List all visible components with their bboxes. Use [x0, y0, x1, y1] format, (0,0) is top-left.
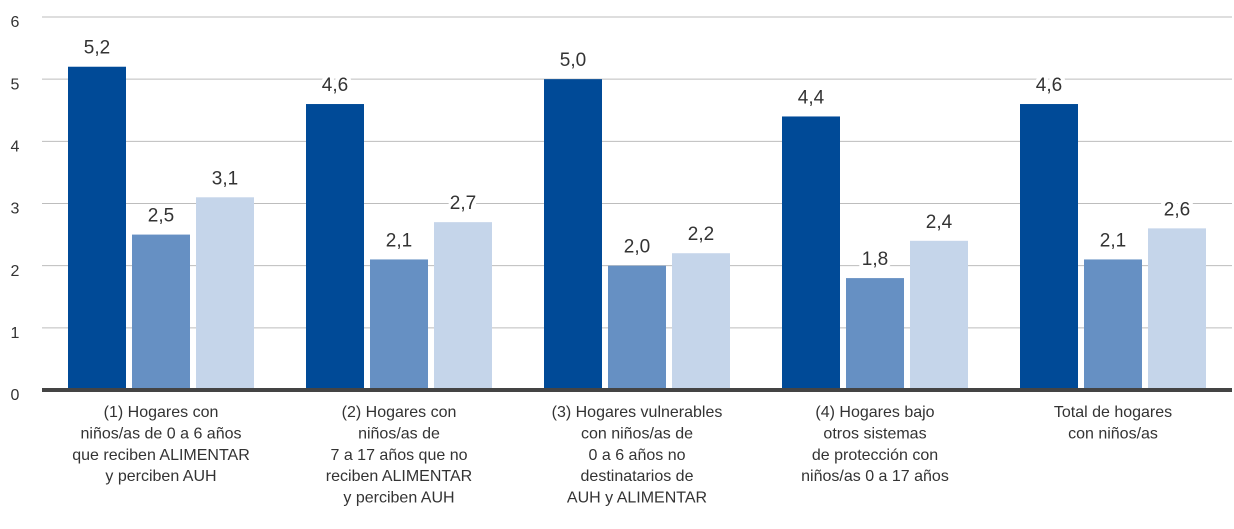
bar: [1084, 259, 1142, 390]
y-tick-label: 5: [11, 76, 20, 93]
x-tick-label: que reciben ALIMENTAR: [72, 447, 250, 464]
x-tick-label: y perciben AUH: [105, 468, 216, 485]
value-label: 2,1: [386, 230, 412, 251]
y-tick-label: 3: [11, 201, 20, 218]
x-tick-label: 7 a 17 años que no: [330, 447, 467, 464]
bar: [1020, 104, 1078, 391]
x-tick-label: reciben ALIMENTAR: [326, 468, 472, 485]
value-label: 4,6: [322, 75, 348, 96]
x-tick-label: niños/as de 0 a 6 años: [80, 426, 241, 443]
x-tick-label: Total de hogares: [1054, 404, 1172, 421]
bar: [68, 66, 126, 390]
value-label: 4,4: [798, 87, 825, 108]
bar: [196, 197, 254, 390]
x-tick-label: con niños/as de: [581, 426, 693, 443]
bar: [544, 79, 602, 391]
bar: [306, 104, 364, 391]
bar: [846, 278, 904, 390]
x-tick-label: de protección con: [812, 447, 938, 464]
value-label: 3,1: [212, 168, 238, 189]
x-tick-label: AUH y ALIMENTAR: [567, 489, 707, 506]
y-tick-label: 2: [11, 263, 20, 280]
x-tick-label: niños/as de: [358, 426, 440, 443]
x-tick-label: (2) Hogares con: [342, 404, 457, 421]
y-tick-label: 4: [11, 139, 20, 156]
bar: [132, 234, 190, 390]
x-tick-label: niños/as 0 a 17 años: [801, 468, 949, 485]
x-tick-label: (1) Hogares con: [104, 404, 219, 421]
bar: [672, 253, 730, 390]
x-tick-label: (3) Hogares vulnerables: [552, 404, 723, 421]
x-tick-label: con niños/as: [1068, 426, 1158, 443]
bar: [782, 116, 840, 390]
value-label: 2,0: [624, 237, 650, 258]
x-tick-label: (4) Hogares bajo: [815, 404, 934, 421]
y-tick-label: 1: [11, 325, 20, 342]
value-label: 2,2: [688, 224, 714, 245]
x-tick-label: y perciben AUH: [343, 489, 454, 506]
value-label: 4,6: [1036, 75, 1062, 96]
bar: [370, 259, 428, 390]
value-label: 1,8: [862, 249, 888, 270]
x-tick-label: destinatarios de: [581, 468, 694, 485]
value-label: 5,2: [84, 38, 110, 59]
bar: [1148, 228, 1206, 390]
x-tick-label: 0 a 6 años no: [589, 447, 686, 464]
y-tick-label: 0: [11, 387, 20, 404]
bar: [434, 222, 492, 390]
value-label: 2,5: [148, 206, 174, 227]
bar: [910, 240, 968, 390]
value-label: 2,7: [450, 193, 476, 214]
value-label: 2,4: [926, 212, 953, 233]
x-tick-label: otros sistemas: [823, 426, 926, 443]
y-tick-label: 6: [11, 14, 20, 31]
value-label: 5,0: [560, 50, 586, 71]
value-label: 2,6: [1164, 199, 1190, 220]
bar: [608, 265, 666, 390]
value-label: 2,1: [1100, 230, 1126, 251]
